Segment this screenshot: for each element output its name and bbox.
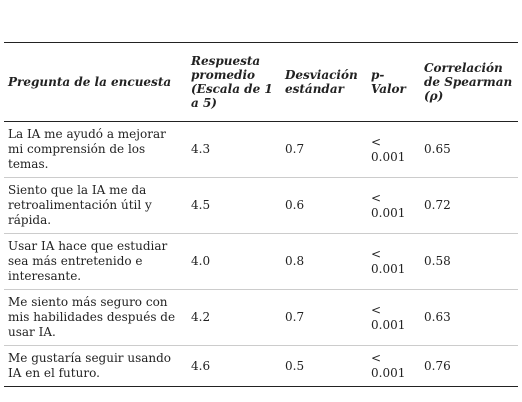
value-cell: 0.65 <box>420 121 518 178</box>
value-cell: 0.63 <box>420 289 518 346</box>
table-row: Me gustaría seguir usando IA en el futur… <box>4 345 518 387</box>
value-cell: 4.3 <box>187 121 281 178</box>
value-cell: 0.7 <box>281 121 367 178</box>
value-cell: < 0.001 <box>367 289 420 346</box>
header-cell: Pregunta de la encuesta <box>4 42 187 122</box>
value-cell: 0.8 <box>281 233 367 290</box>
value-cell: 0.76 <box>420 345 518 387</box>
question-cell: Siento que la IA me da retroalimentación… <box>4 177 187 234</box>
table-row: La IA me ayudó a mejorar mi comprensión … <box>4 121 518 178</box>
value-cell: 4.5 <box>187 177 281 234</box>
question-cell: Me gustaría seguir usando IA en el futur… <box>4 345 187 387</box>
value-cell: 0.6 <box>281 177 367 234</box>
header-cell: p-Valor <box>367 42 420 122</box>
value-cell: 0.72 <box>420 177 518 234</box>
value-cell: 0.7 <box>281 289 367 346</box>
value-cell: < 0.001 <box>367 345 420 387</box>
value-cell: < 0.001 <box>367 177 420 234</box>
value-cell: 0.58 <box>420 233 518 290</box>
header-cell: Correlación de Spearman (ρ) <box>420 42 518 122</box>
table-row: Siento que la IA me da retroalimentación… <box>4 177 518 234</box>
header-row: Pregunta de la encuesta Respuesta promedi… <box>4 42 518 122</box>
header-cell: Desviación estándar <box>281 42 367 122</box>
value-cell: < 0.001 <box>367 233 420 290</box>
results-table: Pregunta de la encuesta Respuesta promedi… <box>4 42 518 387</box>
table-row: Me siento más seguro con mis habilidades… <box>4 289 518 346</box>
question-cell: Me siento más seguro con mis habilidades… <box>4 289 187 346</box>
value-cell: 4.6 <box>187 345 281 387</box>
value-cell: 4.0 <box>187 233 281 290</box>
value-cell: 0.5 <box>281 345 367 387</box>
header-cell: Respuesta promedio (Escala de 1 a 5) <box>187 42 281 122</box>
value-cell: 4.2 <box>187 289 281 346</box>
question-cell: Usar IA hace que estudiar sea más entret… <box>4 233 187 290</box>
value-cell: < 0.001 <box>367 121 420 178</box>
table-row: Usar IA hace que estudiar sea más entret… <box>4 233 518 290</box>
table-body: La IA me ayudó a mejorar mi comprensión … <box>4 121 518 387</box>
question-cell: La IA me ayudó a mejorar mi comprensión … <box>4 121 187 178</box>
table-header: Pregunta de la encuesta Respuesta promedi… <box>4 42 518 122</box>
